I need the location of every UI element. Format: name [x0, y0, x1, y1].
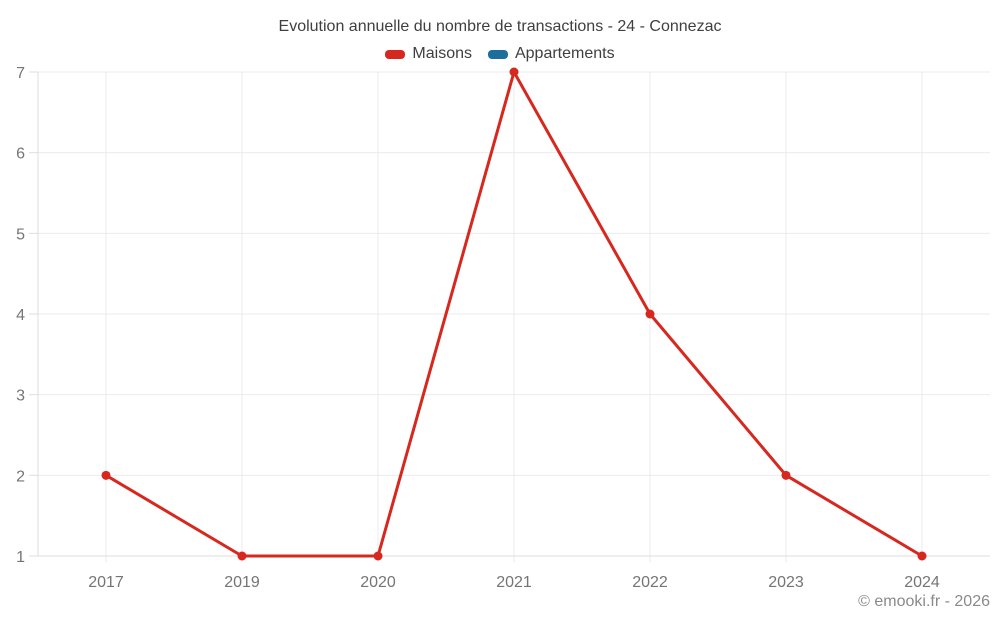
maisons-data-point[interactable]	[237, 551, 247, 561]
x-tick-label: 2024	[904, 574, 940, 591]
maisons-data-point[interactable]	[101, 470, 111, 480]
x-tick-label: 2021	[496, 574, 532, 591]
x-tick-label: 2019	[224, 574, 260, 591]
maisons-data-point[interactable]	[645, 309, 655, 319]
legend-item-maisons[interactable]: Maisons	[385, 45, 472, 63]
legend-label-appartements: Appartements	[514, 45, 615, 62]
copyright: © emooki.fr - 2026	[858, 593, 990, 610]
x-tick-label: 2022	[632, 574, 668, 591]
maisons-data-point[interactable]	[917, 551, 927, 561]
x-tick-label: 2017	[88, 574, 124, 591]
chart-title: Evolution annuelle du nombre de transact…	[278, 18, 722, 35]
y-tick-label: 6	[16, 146, 25, 163]
legend-label-maisons: Maisons	[412, 45, 472, 62]
appartements-series-swatch-icon	[487, 49, 508, 59]
y-tick-label: 7	[16, 65, 25, 82]
maisons-data-point[interactable]	[781, 470, 791, 480]
legend-item-appartements[interactable]: Appartements	[487, 45, 615, 63]
y-tick-label: 3	[16, 388, 25, 405]
y-tick-label: 1	[16, 549, 25, 566]
maisons-data-point[interactable]	[373, 551, 383, 561]
maisons-series-swatch-icon	[385, 49, 406, 59]
chart-legend: Maisons Appartements	[0, 45, 1000, 63]
maisons-data-point[interactable]	[509, 67, 519, 77]
x-tick-label: 2020	[360, 574, 396, 591]
y-tick-label: 4	[16, 307, 25, 324]
y-tick-label: 2	[16, 468, 25, 485]
y-tick-label: 5	[16, 226, 25, 243]
x-tick-label: 2023	[768, 574, 804, 591]
